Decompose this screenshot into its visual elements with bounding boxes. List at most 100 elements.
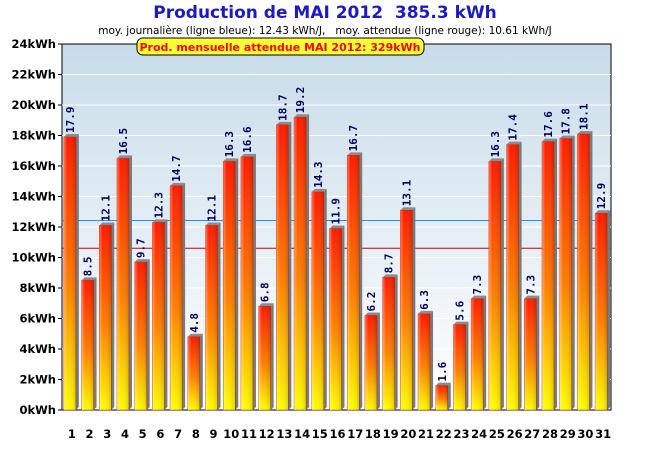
bar-shine [595,213,608,410]
bar-side [288,121,292,410]
x-tick-label: 5 [139,427,147,441]
chart-title: Production de MAI 2012 385.3 kWh [153,3,496,23]
y-tick-label: 4kWh [19,342,56,356]
value-label: 9.7 [135,238,148,258]
bar-side [589,130,593,410]
bar-shine [471,298,484,410]
x-tick-label: 22 [436,427,452,441]
value-label: 8.7 [383,253,396,273]
bar-side [359,152,363,410]
x-tick-label: 4 [121,427,129,441]
x-tick-label: 2 [86,427,94,441]
value-label: 16.3 [223,131,236,158]
value-label: 19.2 [294,87,307,114]
x-tick-label: 23 [453,427,469,441]
bar-cap [170,182,186,186]
value-label: 17.8 [560,108,573,135]
bar-shine [187,336,200,410]
x-tick-label: 1 [68,427,76,441]
bar-shine [63,137,76,410]
bar-side [217,222,221,410]
y-tick-label: 14kWh [11,190,56,204]
x-tick-label: 13 [276,427,292,441]
bar-shine [170,185,183,410]
x-tick-label: 30 [577,427,593,441]
bar-cap [63,134,79,138]
bar-shine [577,133,590,410]
bar-cap [418,310,434,314]
bar-shine [99,225,112,410]
x-tick-label: 7 [174,427,182,441]
bar-cap [577,130,593,134]
bar-cap [294,114,310,118]
bar-side [306,114,310,410]
bar-cap [187,333,203,337]
bar-side [341,225,345,410]
y-tick-label: 22kWh [11,68,56,82]
x-tick-label: 25 [489,427,505,441]
bar-cap [400,207,416,211]
x-tick-label: 29 [560,427,576,441]
bar-side [394,274,398,410]
bar-shine [311,191,324,410]
bar-side [518,141,522,410]
value-label: 4.8 [188,313,201,333]
chart-subtitle: moy. journalière (ligne bleue): 12.43 kW… [98,25,552,37]
bar-cap [453,321,469,325]
bar-shine [205,225,218,410]
value-label: 17.4 [507,114,520,141]
bar-shine [329,228,342,410]
value-label: 16.6 [241,126,254,153]
bar-cap [258,303,274,307]
bar-side [465,321,469,410]
x-tick-label: 14 [294,427,310,441]
bar-cap [435,382,451,386]
bar-shine [152,222,165,410]
value-label: 7.3 [471,275,484,295]
bar-cap [152,219,168,223]
x-tick-label: 21 [418,427,434,441]
bar-shine [453,324,466,410]
badge-text: Prod. mensuelle attendue MAI 2012: 329kW… [139,41,420,54]
value-label: 12.9 [595,183,608,210]
bar-side [412,207,416,410]
y-tick-label: 6kWh [19,312,56,326]
bar-side [111,222,115,410]
value-label: 6.3 [418,290,431,310]
value-label: 12.3 [152,192,165,219]
y-tick-label: 24kWh [11,37,56,51]
x-tick-label: 17 [347,427,363,441]
x-tick-label: 18 [365,427,381,441]
value-label: 17.9 [64,107,77,134]
bar-shine [400,210,413,410]
bar-side [376,312,380,410]
bar-cap [524,295,540,299]
x-tick-label: 15 [312,427,328,441]
y-tick-label: 10kWh [11,251,56,265]
bar-side [128,155,132,410]
bar-cap [99,222,115,226]
y-tick-label: 12kWh [11,220,56,234]
value-label: 11.9 [330,198,343,225]
bar-cap [382,274,398,278]
bar-side [323,188,327,410]
value-label: 17.6 [542,111,555,138]
bar-cap [542,138,558,142]
bar-side [235,158,239,410]
x-tick-label: 3 [103,427,111,441]
bar-shine [116,158,129,410]
y-tick-label: 2kWh [19,373,56,387]
value-label: 8.5 [82,257,95,277]
value-label: 16.5 [117,128,130,155]
value-label: 16.7 [347,125,360,152]
bar-side [146,259,150,410]
bar-shine [347,155,360,410]
bar-cap [471,295,487,299]
x-tick-label: 27 [524,427,540,441]
bar-shine [488,161,501,410]
bar-cap [311,188,327,192]
x-tick-label: 16 [329,427,345,441]
bars [63,114,611,411]
bar-side [607,210,611,410]
